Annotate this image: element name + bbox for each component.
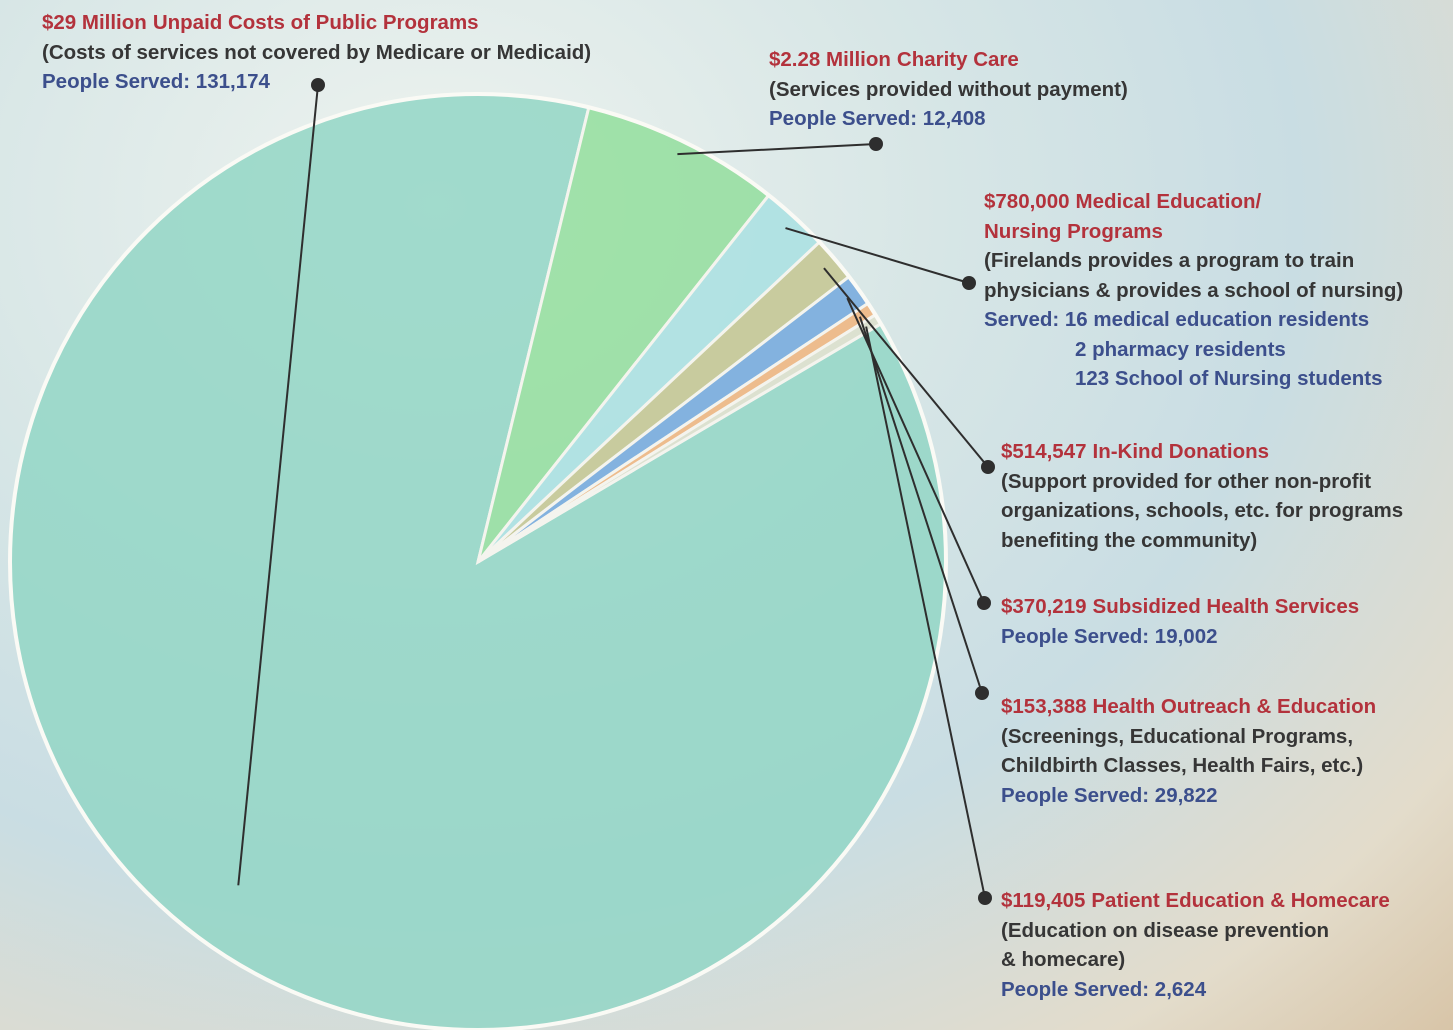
category-label: Charity Care [897,48,1019,71]
served-line: Served: 16 medical education residents [984,305,1403,335]
category-label: Patient Education & Homecare [1091,889,1389,912]
description: & homecare) [1001,945,1451,975]
description: (Education on disease prevention [1001,916,1451,946]
served-line: People Served: 131,174 [42,67,642,97]
value-label: $153,388 [1001,695,1087,718]
description: benefiting the community) [1001,526,1451,556]
category-label: Subsidized Health Services [1093,595,1360,618]
slice-title: $2.28 Million Charity Care [769,45,1189,75]
slice-title: $153,388 Health Outreach & Education [1001,692,1451,722]
slice-label: $2.28 Million Charity Care (Services provi… [769,45,1189,134]
value-label: $780,000 [984,190,1070,213]
served-line: People Served: 12,408 [769,104,1189,134]
leader-dot [962,276,976,290]
description: (Firelands provides a program to train [984,246,1403,276]
category-label: Health Outreach & Education [1093,695,1377,718]
slice-label: $29 Million Unpaid Costs of Public Progra… [42,8,642,97]
category-label: Unpaid Costs of Public Programs [153,11,479,34]
leader-dot [869,137,883,151]
slice-label: $119,405 Patient Education & Homecare (Edu… [1001,886,1451,1004]
slice-label: $370,219 Subsidized Health Services People… [1001,592,1451,651]
description: (Costs of services not covered by Medica… [42,38,642,68]
leader-dot [975,686,989,700]
slice-label: $514,547 In-Kind Donations (Support provid… [1001,437,1451,555]
served-line: People Served: 19,002 [1001,622,1451,652]
value-label: $370,219 [1001,595,1087,618]
description: (Services provided without payment) [769,75,1189,105]
leader-dot [977,596,991,610]
value-label: $29 Million [42,11,147,34]
category-label: In-Kind Donations [1093,440,1270,463]
description: (Screenings, Educational Programs, [1001,722,1451,752]
description: Childbirth Classes, Health Fairs, etc.) [1001,751,1451,781]
description: organizations, schools, etc. for program… [1001,496,1451,526]
served-line: 2 pharmacy residents [984,335,1403,365]
value-label: $2.28 Million [769,48,891,71]
slice-title: $514,547 In-Kind Donations [1001,437,1451,467]
value-label: $514,547 [1001,440,1087,463]
leader-line [677,144,876,154]
slice-title: $370,219 Subsidized Health Services [1001,592,1451,622]
slice-title: $29 Million Unpaid Costs of Public Progra… [42,8,642,38]
page: (() => { const data = JSON.parse(documen… [0,0,1453,1030]
served-line: 123 School of Nursing students [984,364,1403,394]
leader-dot [981,460,995,474]
leader-dot [978,891,992,905]
slice-label: $153,388 Health Outreach & Education (Scre… [1001,692,1451,810]
slice-title: $119,405 Patient Education & Homecare [1001,886,1451,916]
value-label: $119,405 [1001,889,1085,912]
description: (Support provided for other non-profit [1001,467,1451,497]
served-line: People Served: 2,624 [1001,975,1451,1005]
served-line: People Served: 29,822 [1001,781,1451,811]
description: physicians & provides a school of nursin… [984,276,1403,306]
